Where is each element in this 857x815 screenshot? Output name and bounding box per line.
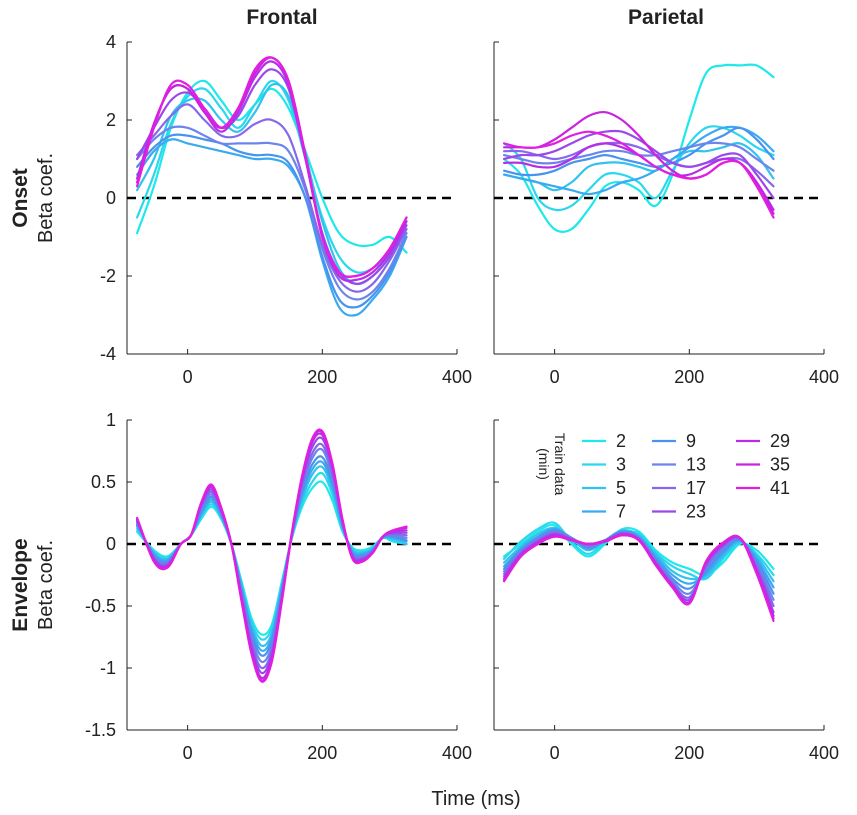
legend-label-23: 23 (686, 502, 706, 522)
series-line-41 (503, 130, 775, 219)
legend-label-17: 17 (686, 478, 706, 498)
row-title-onset: Onset (9, 168, 32, 228)
y-tick-label: 0 (106, 534, 116, 554)
series-line-7 (136, 138, 408, 317)
legend-label-35: 35 (770, 455, 790, 475)
legend-label-13: 13 (686, 455, 706, 475)
column-title-frontal: Frontal (246, 6, 317, 29)
x-tick-label: 200 (307, 743, 337, 763)
series-line-23 (503, 129, 775, 200)
legend-label-7: 7 (616, 502, 626, 522)
y-tick-label: -1.5 (85, 720, 116, 740)
series-line-41 (136, 56, 408, 278)
series-line-9 (136, 133, 408, 309)
row-ylabel-envelope: Beta coef. (35, 540, 57, 630)
x-tick-label: 200 (307, 367, 337, 387)
series-line-17 (136, 103, 408, 293)
y-tick-label: 0.5 (91, 472, 116, 492)
series-line-3 (503, 125, 775, 212)
panel-parietal-onset: 0 200 400 (493, 41, 839, 387)
legend-title-line2: (min) (536, 448, 552, 480)
series-line-17 (503, 141, 775, 188)
row-title-envelope: Envelope (9, 538, 32, 631)
x-tick-label: 400 (442, 743, 472, 763)
series-line-2 (503, 523, 775, 577)
legend-label-3: 3 (616, 455, 626, 475)
series-line-13 (136, 125, 408, 301)
x-tick-label: 0 (550, 367, 560, 387)
y-tick-label: -1 (100, 658, 116, 678)
series-line-41 (136, 428, 408, 683)
y-tick-label: -4 (100, 344, 116, 364)
y-tick-label: 1 (106, 410, 116, 430)
legend-title-line1: Train data (552, 433, 568, 496)
column-title-parietal: Parietal (628, 6, 704, 29)
legend-label-9: 9 (686, 431, 696, 451)
series-line-7 (503, 125, 775, 196)
x-tick-label: 0 (183, 743, 193, 763)
x-tick-label: 200 (674, 367, 704, 387)
series-line-35 (136, 56, 408, 278)
x-tick-label: 400 (442, 367, 472, 387)
legend-label-29: 29 (770, 431, 790, 451)
panel-frontal-onset: 0 200 400 4 2 0 -2 -4 (100, 32, 472, 387)
y-tick-label: 4 (106, 32, 116, 52)
y-tick-label: 0 (106, 188, 116, 208)
y-tick-label: 2 (106, 110, 116, 130)
series-line-2 (136, 79, 408, 254)
series-line-5 (503, 142, 775, 192)
panel-parietal-envelope: 0 200 400 (493, 419, 839, 763)
x-tick-label: 400 (809, 743, 839, 763)
series-line-2 (503, 63, 775, 233)
legend-label-5: 5 (616, 478, 626, 498)
series-line-23 (136, 68, 408, 285)
x-tick-label: 400 (809, 367, 839, 387)
legend-label-2: 2 (616, 431, 626, 451)
x-tick-label: 200 (674, 743, 704, 763)
y-tick-label: -0.5 (85, 596, 116, 616)
legend-label-41: 41 (770, 478, 790, 498)
series-line-5 (136, 82, 408, 286)
x-axis-label: Time (ms) (431, 788, 520, 810)
series-line-41 (503, 534, 775, 622)
panel-frontal-envelope: 0 200 400 1 0.5 0 -0.5 -1 -1.5 (85, 410, 472, 763)
series-line-9 (503, 126, 775, 177)
x-tick-label: 0 (550, 743, 560, 763)
row-ylabel-onset: Beta coef. (35, 153, 57, 243)
y-tick-label: -2 (100, 266, 116, 286)
x-tick-label: 0 (183, 367, 193, 387)
